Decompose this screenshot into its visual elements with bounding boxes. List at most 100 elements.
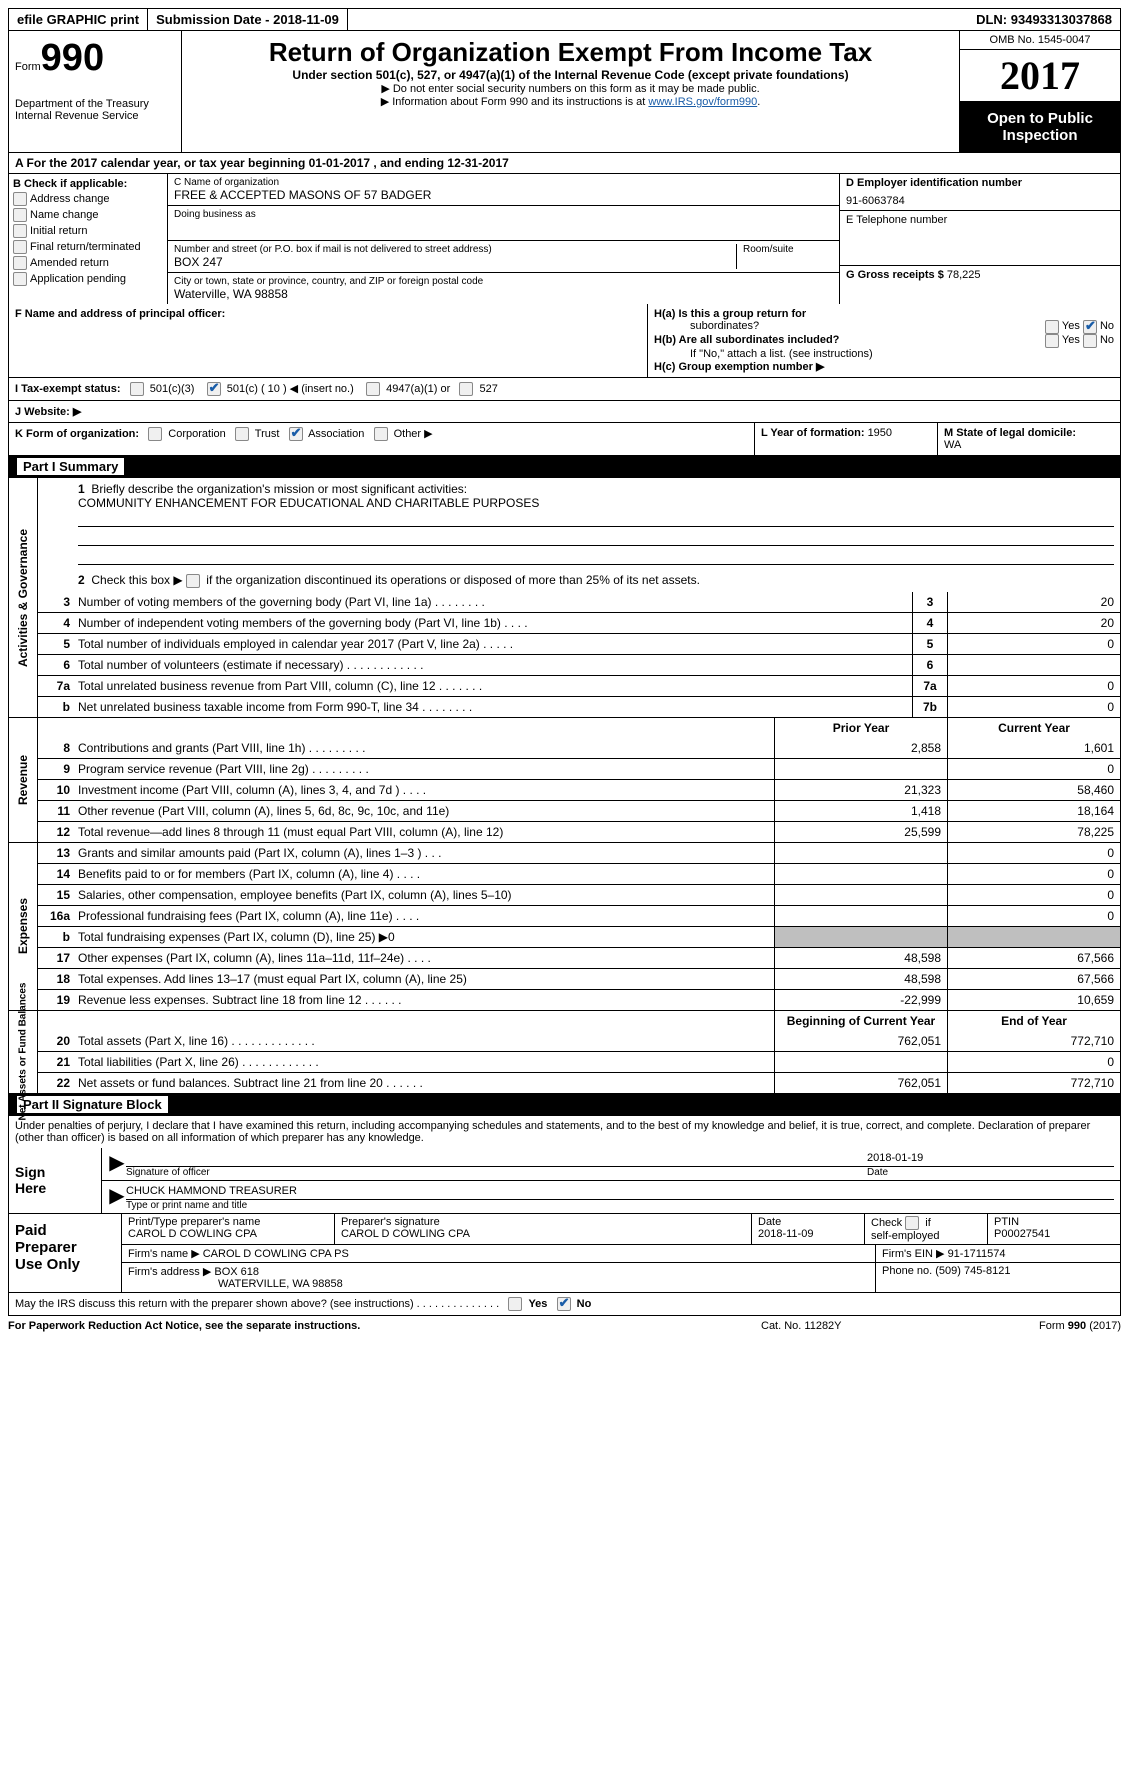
org-name: FREE & ACCEPTED MASONS OF 57 BADGER xyxy=(174,188,833,202)
chk-amended-return[interactable] xyxy=(13,256,27,270)
chk-ha-no[interactable] xyxy=(1083,320,1097,334)
year-formation: 1950 xyxy=(868,427,892,439)
ssn-note: ▶ Do not enter social security numbers o… xyxy=(188,82,953,95)
chk-hb-yes[interactable] xyxy=(1045,334,1059,348)
chk-discontinued[interactable] xyxy=(186,574,200,588)
table-row: 18Total expenses. Add lines 13–17 (must … xyxy=(38,968,1120,989)
prior-year-header: Prior Year xyxy=(774,718,947,738)
gross-label: G Gross receipts $ xyxy=(846,269,947,281)
paid-preparer-label: PaidPreparerUse Only xyxy=(9,1214,122,1292)
city-label: City or town, state or province, country… xyxy=(174,276,833,287)
chk-ha-yes[interactable] xyxy=(1045,320,1059,334)
chk-4947[interactable] xyxy=(366,382,380,396)
table-row: 8Contributions and grants (Part VIII, li… xyxy=(38,738,1120,758)
officer-name-label: Type or print name and title xyxy=(126,1200,1114,1211)
vtab-net-assets: Net Assets or Fund Balances xyxy=(18,983,29,1121)
chk-discuss-no[interactable] xyxy=(557,1297,571,1311)
ein-value: 91-6063784 xyxy=(846,195,1114,207)
cat-no: Cat. No. 11282Y xyxy=(761,1320,961,1332)
table-row: 3Number of voting members of the governi… xyxy=(38,592,1120,612)
mission-text: COMMUNITY ENHANCEMENT FOR EDUCATIONAL AN… xyxy=(78,496,1114,510)
part1-header: Part I Summary xyxy=(8,456,1121,478)
begin-year-header: Beginning of Current Year xyxy=(774,1011,947,1031)
table-row: 4Number of independent voting members of… xyxy=(38,612,1120,633)
efile-label: efile GRAPHIC print xyxy=(9,9,148,30)
chk-discuss-yes[interactable] xyxy=(508,1297,522,1311)
chk-hb-no[interactable] xyxy=(1083,334,1097,348)
ein-label: D Employer identification number xyxy=(846,177,1022,189)
sig-date: 2018-01-19 xyxy=(867,1152,1114,1167)
table-row: 20Total assets (Part X, line 16) . . . .… xyxy=(38,1031,1120,1051)
gross-value: 78,225 xyxy=(947,269,981,281)
activities-governance-section: Activities & Governance 1 Briefly descri… xyxy=(8,478,1121,718)
chk-trust[interactable] xyxy=(235,427,249,441)
table-row: 13Grants and similar amounts paid (Part … xyxy=(38,843,1120,863)
paid-preparer-block: PaidPreparerUse Only Print/Type preparer… xyxy=(8,1214,1121,1293)
chk-self-employed[interactable] xyxy=(905,1216,919,1230)
vtab-expenses: Expenses xyxy=(16,898,30,954)
col-b-header: B Check if applicable: xyxy=(13,178,127,190)
arrow-icon: ▶ xyxy=(108,1150,126,1178)
chk-501c[interactable] xyxy=(207,382,221,396)
table-row: 16aProfessional fundraising fees (Part I… xyxy=(38,905,1120,926)
row-klm: K Form of organization: Corporation Trus… xyxy=(8,423,1121,456)
chk-501c3[interactable] xyxy=(130,382,144,396)
omb-number: OMB No. 1545-0047 xyxy=(960,31,1120,50)
page-footer: For Paperwork Reduction Act Notice, see … xyxy=(8,1316,1121,1332)
table-row: 5Total number of individuals employed in… xyxy=(38,633,1120,654)
room-label: Room/suite xyxy=(743,244,833,255)
table-row: 19Revenue less expenses. Subtract line 1… xyxy=(38,989,1120,1010)
table-row: bTotal fundraising expenses (Part IX, co… xyxy=(38,926,1120,947)
chk-application-pending[interactable] xyxy=(13,272,27,286)
tax-exempt-row: I Tax-exempt status: 501(c)(3) 501(c) ( … xyxy=(8,378,1121,401)
chk-assoc[interactable] xyxy=(289,427,303,441)
chk-527[interactable] xyxy=(459,382,473,396)
dln: DLN: 93493313037868 xyxy=(968,9,1120,30)
end-year-header: End of Year xyxy=(947,1011,1120,1031)
section-a-tax-year: A For the 2017 calendar year, or tax yea… xyxy=(8,153,1121,174)
form-number: Form990 xyxy=(15,37,175,80)
table-row: 17Other expenses (Part IX, column (A), l… xyxy=(38,947,1120,968)
phone-label: E Telephone number xyxy=(846,214,947,226)
org-name-label: C Name of organization xyxy=(174,177,833,188)
part2-header: Part II Signature Block xyxy=(8,1094,1121,1116)
paperwork-notice: For Paperwork Reduction Act Notice, see … xyxy=(8,1320,761,1332)
dba-label: Doing business as xyxy=(174,209,833,220)
hc-label: H(c) Group exemption number ▶ xyxy=(654,361,824,373)
top-bar: efile GRAPHIC print Submission Date - 20… xyxy=(8,8,1121,31)
irs-link[interactable]: www.IRS.gov/form990 xyxy=(648,96,757,108)
city-value: Waterville, WA 98858 xyxy=(174,287,833,301)
row-f-h: F Name and address of principal officer:… xyxy=(8,304,1121,378)
chk-final-return[interactable] xyxy=(13,240,27,254)
table-row: 6Total number of volunteers (estimate if… xyxy=(38,654,1120,675)
table-row: 22Net assets or fund balances. Subtract … xyxy=(38,1072,1120,1093)
q1-label: Briefly describe the organization's miss… xyxy=(91,482,467,496)
revenue-section: Revenue Prior Year Current Year 8Contrib… xyxy=(8,718,1121,843)
website-row: J Website: ▶ xyxy=(8,401,1121,423)
discuss-row: May the IRS discuss this return with the… xyxy=(8,1293,1121,1316)
ha-label: H(a) Is this a group return for xyxy=(654,308,806,320)
table-row: 14Benefits paid to or for members (Part … xyxy=(38,863,1120,884)
chk-initial-return[interactable] xyxy=(13,224,27,238)
vtab-revenue: Revenue xyxy=(16,755,30,805)
table-row: 10Investment income (Part VIII, column (… xyxy=(38,779,1120,800)
chk-corp[interactable] xyxy=(148,427,162,441)
table-row: bNet unrelated business taxable income f… xyxy=(38,696,1120,717)
chk-name-change[interactable] xyxy=(13,208,27,222)
current-year-header: Current Year xyxy=(947,718,1120,738)
hb-label: H(b) Are all subordinates included? xyxy=(654,334,839,346)
chk-address-change[interactable] xyxy=(13,192,27,206)
ptin-value: P00027541 xyxy=(994,1228,1114,1240)
firm-phone: (509) 745-8121 xyxy=(935,1265,1010,1277)
sign-here-label: SignHere xyxy=(9,1148,102,1213)
table-row: 9Program service revenue (Part VIII, lin… xyxy=(38,758,1120,779)
preparer-signature: CAROL D COWLING CPA xyxy=(341,1228,745,1240)
state-domicile: WA xyxy=(944,439,961,451)
form-header: Form990 Department of the Treasury Inter… xyxy=(8,31,1121,153)
firm-name: CAROL D COWLING CPA PS xyxy=(203,1248,349,1260)
vtab-governance: Activities & Governance xyxy=(16,528,30,666)
preparer-date: 2018-11-09 xyxy=(758,1228,858,1240)
chk-other[interactable] xyxy=(374,427,388,441)
street-label: Number and street (or P.O. box if mail i… xyxy=(174,244,736,255)
firm-addr2: WATERVILLE, WA 98858 xyxy=(128,1278,343,1290)
